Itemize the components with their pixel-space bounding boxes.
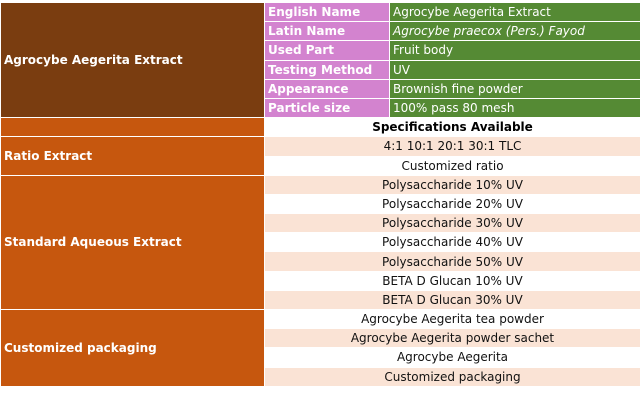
spec-row: Customized ratio (1, 155, 640, 176)
spec-row: Polysaccharide 30% UV (1, 213, 640, 234)
spec-row: Customized packaging (1, 366, 640, 387)
attr-value-used-part: Fruit body (389, 40, 640, 61)
spec-row: Polysaccharide 40% UV (1, 232, 640, 253)
attr-label-latin-name: Latin Name (264, 21, 390, 42)
attr-row: Agrocybe Aegerita Extract English Name A… (0, 1, 640, 119)
attr-label-english-name: English Name (264, 1, 390, 23)
attr-row: Testing Method UV (1, 59, 640, 80)
attr-value-appearance: Brownish fine powder (389, 78, 640, 99)
specification-table: Agrocybe Aegerita Extract English Name A… (0, 1, 640, 387)
spec-item: 4:1 10:1 20:1 30:1 TLC (264, 136, 640, 157)
product-title: Agrocybe Aegerita Extract (0, 1, 265, 119)
spec-row: BETA D Glucan 30% UV (1, 289, 640, 311)
spec-item: Agrocybe Aegerita powder sachet (264, 328, 640, 349)
attr-label-appearance: Appearance (264, 78, 390, 99)
spec-item: Polysaccharide 30% UV (264, 213, 640, 234)
spec-item: BETA D Glucan 30% UV (264, 289, 640, 311)
spec-item: Polysaccharide 10% UV (264, 174, 640, 195)
spec-item: Customized packaging (264, 366, 640, 387)
spec-item: Agrocybe Aegerita tea powder (264, 308, 640, 330)
spec-row: Ratio Extract 4:1 10:1 20:1 30:1 TLC (0, 136, 640, 176)
spec-row: Polysaccharide 50% UV (1, 251, 640, 272)
attr-row: Used Part Fruit body (1, 40, 640, 61)
spec-item: Customized ratio (264, 155, 640, 176)
spec-row: Standard Aqueous Extract Polysaccharide 1… (0, 174, 640, 311)
spec-heading-row: Specifications Available (0, 117, 640, 138)
attr-row: Particle size 100% pass 80 mesh (1, 97, 640, 119)
attr-value-particle-size: 100% pass 80 mesh (389, 97, 640, 119)
spec-row: Customized packaging Agrocybe Aegerita te… (0, 308, 640, 387)
attr-label-testing-method: Testing Method (264, 59, 390, 80)
spec-row: Agrocybe Aegerita powder sachet (1, 328, 640, 349)
spec-item: Polysaccharide 50% UV (264, 251, 640, 272)
group-label: Ratio Extract (0, 136, 265, 176)
attr-label-particle-size: Particle size (264, 97, 390, 119)
attr-value-testing-method: UV (389, 59, 640, 80)
spec-heading-spacer (0, 117, 265, 138)
attr-value-latin-name: Agrocybe praecox (Pers.) Fayod (389, 21, 640, 42)
group-label: Customized packaging (0, 309, 265, 387)
attr-row: Latin Name Agrocybe praecox (Pers.) Fayo… (1, 21, 640, 42)
attr-label-used-part: Used Part (264, 40, 390, 61)
spec-row: Agrocybe Aegerita (1, 347, 640, 368)
group-label: Standard Aqueous Extract (0, 174, 265, 311)
attr-value-english-name: Agrocybe Aegerita Extract (389, 1, 640, 23)
spec-item: BETA D Glucan 10% UV (264, 270, 640, 291)
spec-item: Agrocybe Aegerita (264, 347, 640, 368)
spec-item: Polysaccharide 20% UV (264, 193, 640, 215)
spec-row: BETA D Glucan 10% UV (1, 270, 640, 291)
spec-item: Polysaccharide 40% UV (264, 232, 640, 253)
specifications-heading: Specifications Available (264, 117, 640, 138)
